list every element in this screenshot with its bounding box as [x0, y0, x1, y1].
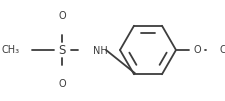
Text: CH₃: CH₃ [2, 45, 20, 55]
Text: S: S [58, 44, 65, 56]
Text: CH₃: CH₃ [219, 45, 225, 55]
Text: NH: NH [93, 46, 107, 56]
Text: O: O [58, 79, 65, 89]
Text: O: O [192, 45, 200, 55]
Text: O: O [58, 11, 65, 21]
